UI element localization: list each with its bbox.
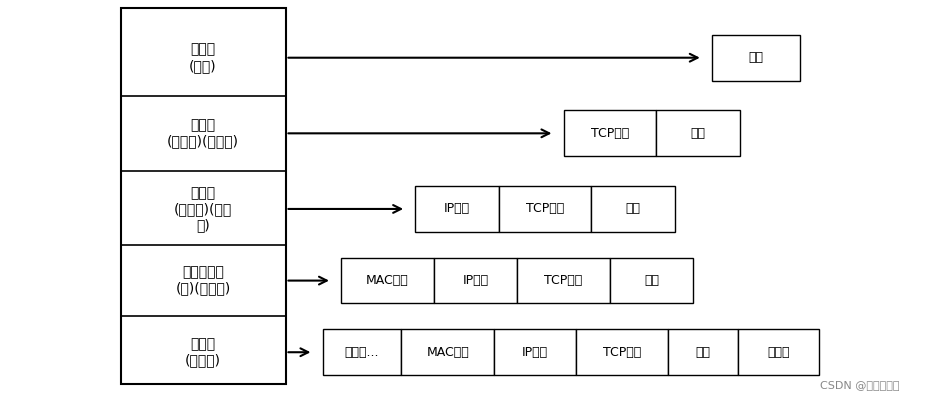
- Text: MAC头部: MAC头部: [426, 346, 469, 359]
- Bar: [415, 186, 499, 232]
- Text: 数据: 数据: [748, 51, 764, 64]
- Text: 前导码...: 前导码...: [345, 346, 379, 359]
- Text: 网络层
(数据报)(数据
包): 网络层 (数据报)(数据 包): [174, 186, 232, 232]
- Text: MAC头部: MAC头部: [366, 274, 409, 287]
- Text: TCP头部: TCP头部: [603, 346, 641, 359]
- Bar: [323, 329, 401, 375]
- Bar: [610, 258, 693, 303]
- Text: TCP头部: TCP头部: [526, 203, 565, 215]
- Text: IP头部: IP头部: [463, 274, 489, 287]
- Bar: [434, 258, 517, 303]
- Bar: [401, 329, 494, 375]
- Bar: [564, 110, 656, 156]
- Text: 应用层
(报文): 应用层 (报文): [189, 43, 217, 73]
- Text: TCP头部: TCP头部: [590, 127, 629, 140]
- Bar: [341, 258, 434, 303]
- Text: 数据链路层
(帧)(数据帧): 数据链路层 (帧)(数据帧): [175, 265, 231, 296]
- Text: CSDN @特大号青青: CSDN @特大号青青: [819, 380, 899, 390]
- Text: 数据: 数据: [695, 346, 711, 359]
- Bar: [494, 329, 576, 375]
- Bar: [712, 35, 800, 80]
- Text: 物理层
(比特流): 物理层 (比特流): [185, 337, 221, 367]
- Text: 传输层
(报文段)(数据段): 传输层 (报文段)(数据段): [167, 118, 239, 148]
- Text: IP头部: IP头部: [522, 346, 548, 359]
- Bar: [499, 186, 591, 232]
- Text: 数据: 数据: [626, 203, 641, 215]
- Text: 校验码: 校验码: [768, 346, 790, 359]
- Text: TCP头部: TCP头部: [544, 274, 583, 287]
- Bar: [591, 186, 675, 232]
- Bar: [121, 8, 286, 384]
- Bar: [656, 110, 740, 156]
- Text: 数据: 数据: [644, 274, 659, 287]
- Bar: [576, 329, 668, 375]
- Bar: [738, 329, 819, 375]
- Bar: [517, 258, 610, 303]
- Bar: [668, 329, 738, 375]
- Text: 数据: 数据: [691, 127, 705, 140]
- Text: IP头部: IP头部: [444, 203, 470, 215]
